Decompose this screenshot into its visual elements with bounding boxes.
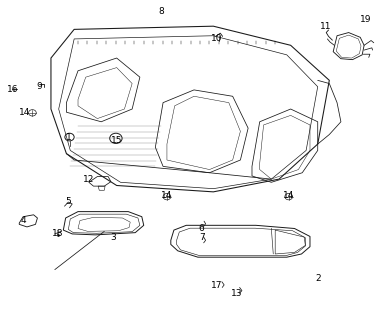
Text: 13: 13 (231, 289, 242, 298)
Text: 12: 12 (83, 175, 95, 184)
Text: 5: 5 (66, 197, 71, 206)
Text: 14: 14 (19, 108, 30, 117)
Text: 7: 7 (199, 233, 204, 242)
Text: 2: 2 (315, 274, 320, 283)
Text: 1: 1 (66, 133, 71, 142)
Text: 14: 14 (161, 190, 173, 200)
Text: 15: 15 (111, 136, 123, 145)
Text: 11: 11 (320, 22, 331, 31)
Text: 19: 19 (360, 15, 372, 24)
Text: 18: 18 (52, 229, 64, 238)
Text: 4: 4 (20, 216, 26, 225)
Text: 10: 10 (211, 35, 223, 44)
Text: 17: 17 (211, 281, 223, 290)
Text: 14: 14 (283, 190, 294, 200)
Text: 9: 9 (36, 82, 42, 91)
Text: 6: 6 (199, 224, 204, 233)
Text: 3: 3 (110, 233, 116, 242)
Text: 16: 16 (7, 85, 18, 94)
Text: 8: 8 (158, 7, 164, 16)
